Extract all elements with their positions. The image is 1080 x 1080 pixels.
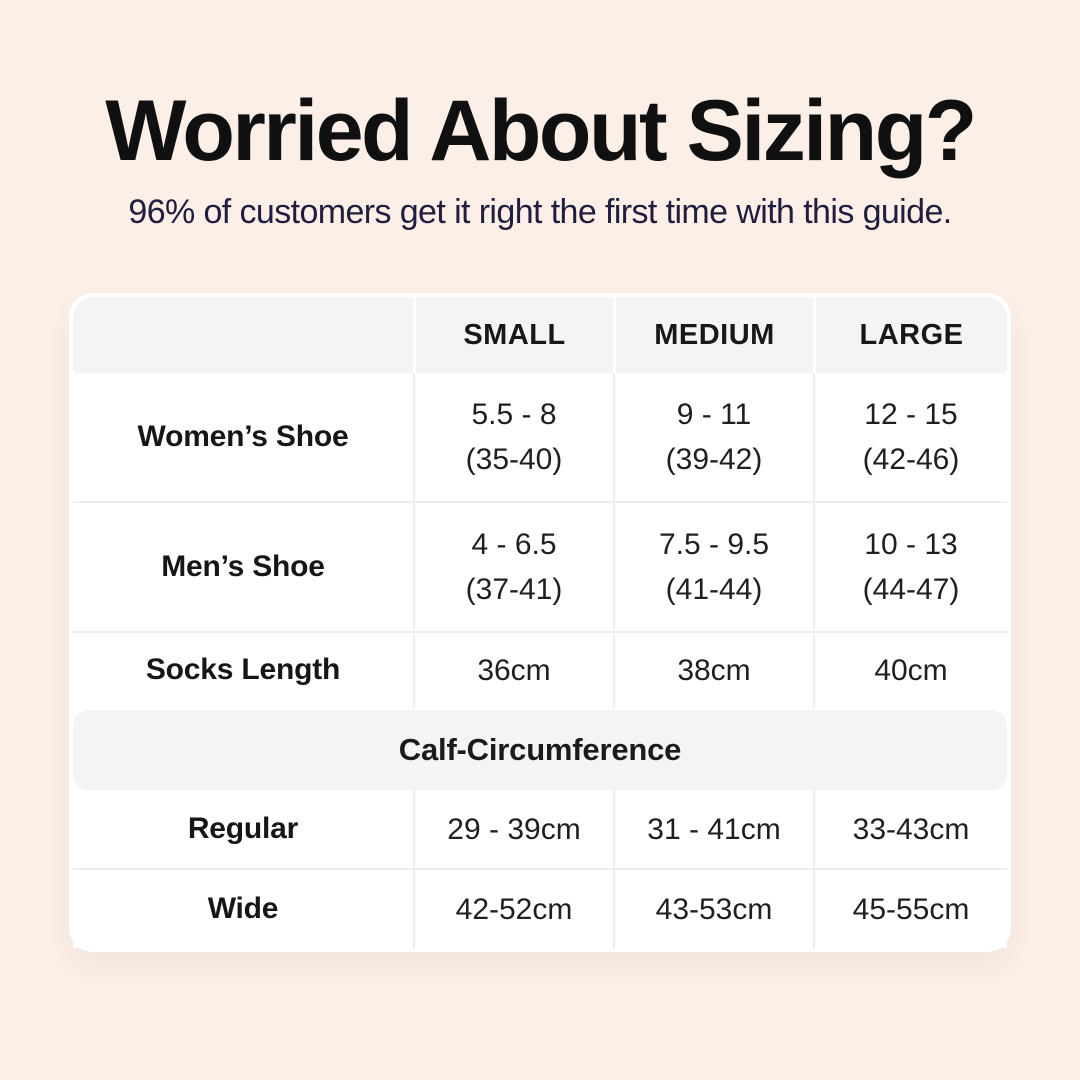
- page-subtitle: 96% of customers get it right the first …: [128, 192, 952, 231]
- cell-value-line2: (37-41): [465, 573, 563, 607]
- cell-wide-large: 45-55cm: [813, 870, 1007, 949]
- cell-mens-small: 4 - 6.5 (37-41): [413, 503, 613, 632]
- header-cell-empty: [73, 297, 413, 373]
- header-cell-small: SMALL: [413, 297, 613, 374]
- cell-value-line1: 7.5 - 9.5: [658, 528, 770, 562]
- row-label-mens-shoe: Men’s Shoe: [161, 550, 325, 584]
- cell-womens-medium: 9 - 11 (39-42): [613, 373, 813, 502]
- row-label-womens-shoe: Women’s Shoe: [137, 420, 349, 454]
- cell-regular-large: 33-43cm: [813, 790, 1007, 869]
- cell-value-line1: 38cm: [677, 653, 751, 687]
- cell-mens-medium: 7.5 - 9.5 (41-44): [613, 503, 813, 632]
- cell-value-line1: 43-53cm: [655, 892, 773, 926]
- cell-socks-large: 40cm: [813, 633, 1007, 708]
- header-cell-large: LARGE: [813, 297, 1007, 374]
- section-label: Calf-Circumference: [398, 732, 682, 768]
- cell-value-line1: 5.5 - 8: [471, 398, 557, 432]
- cell-value-line1: 33-43cm: [852, 812, 970, 846]
- cell-value-line2: (39-42): [665, 443, 763, 477]
- page-title: Worried About Sizing?: [105, 83, 977, 179]
- cell-value-line2: (41-44): [665, 573, 763, 607]
- cell-womens-small: 5.5 - 8 (35-40): [413, 373, 613, 502]
- cell-value-line1: 40cm: [874, 653, 948, 687]
- cell-value-line2: (42-46): [862, 443, 960, 477]
- cell-regular-medium: 31 - 41cm: [613, 790, 813, 869]
- cell-value-line1: 29 - 39cm: [447, 812, 581, 846]
- cell-value-line1: 4 - 6.5: [471, 528, 557, 562]
- cell-value-line1: 10 - 13: [864, 528, 958, 562]
- cell-value-line2: (35-40): [465, 443, 563, 477]
- cell-mens-large: 10 - 13 (44-47): [813, 503, 1007, 632]
- cell-womens-large: 12 - 15 (42-46): [813, 373, 1007, 502]
- cell-socks-small: 36cm: [413, 633, 613, 708]
- row-label-wide: Wide: [207, 892, 279, 926]
- cell-value-line1: 42-52cm: [455, 892, 573, 926]
- cell-value-line1: 45-55cm: [852, 892, 970, 926]
- table-row-mens-shoe: Men’s Shoe 4 - 6.5 (37-41) 7.5 - 9.5 (41…: [73, 503, 1007, 634]
- cell-regular-small: 29 - 39cm: [413, 790, 613, 869]
- cell-value-line2: (44-47): [862, 573, 960, 607]
- cell-socks-medium: 38cm: [613, 633, 813, 708]
- cell-wide-medium: 43-53cm: [613, 870, 813, 949]
- size-chart-header-row: SMALL MEDIUM LARGE: [73, 297, 1007, 374]
- calf-circumference-section-header: Calf-Circumference: [73, 710, 1007, 791]
- row-label-socks-length: Socks Length: [145, 653, 341, 687]
- header-cell-medium: MEDIUM: [613, 297, 813, 374]
- table-row-wide: Wide 42-52cm 43-53cm 45-55cm: [73, 870, 1007, 949]
- cell-value-line1: 12 - 15: [864, 398, 958, 432]
- size-chart-card: SMALL MEDIUM LARGE Women’s Shoe 5.5 - 8 …: [69, 293, 1011, 953]
- table-row-regular: Regular 29 - 39cm 31 - 41cm 33-43cm: [73, 790, 1007, 871]
- cell-value-line1: 31 - 41cm: [647, 812, 781, 846]
- cell-value-line1: 9 - 11: [676, 398, 752, 432]
- row-label-regular: Regular: [187, 812, 299, 846]
- cell-wide-small: 42-52cm: [413, 870, 613, 949]
- table-row-socks-length: Socks Length 36cm 38cm 40cm: [73, 633, 1007, 708]
- cell-value-line1: 36cm: [477, 653, 551, 687]
- table-row-womens-shoe: Women’s Shoe 5.5 - 8 (35-40) 9 - 11 (39-…: [73, 373, 1007, 504]
